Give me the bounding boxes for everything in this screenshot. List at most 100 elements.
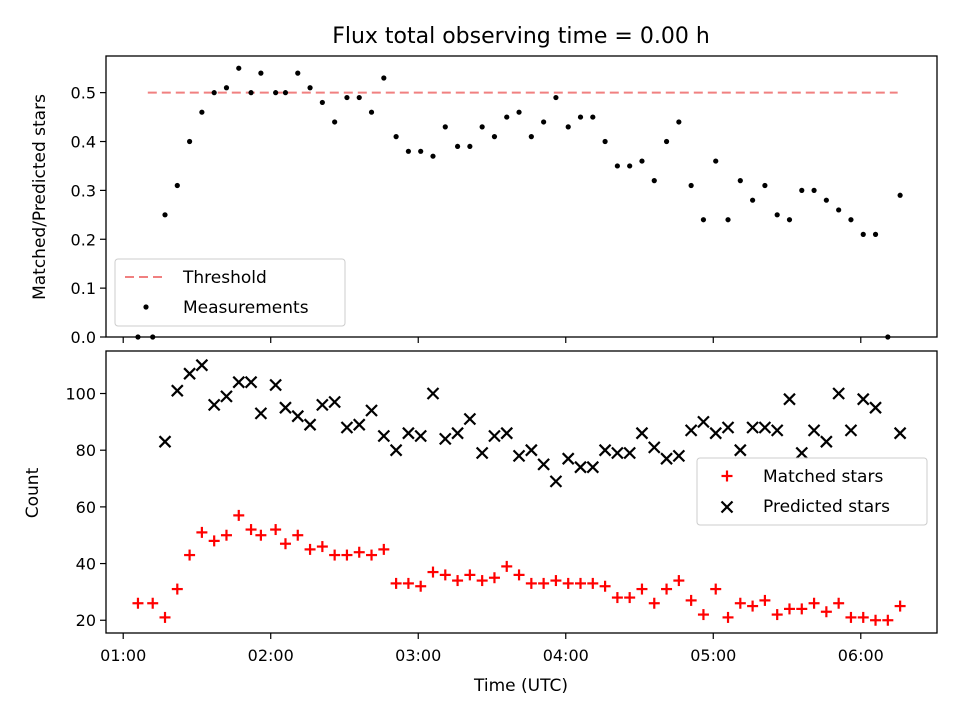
measurement-point [186, 138, 193, 145]
matched-star-marker [820, 606, 832, 618]
matched-star-marker [575, 577, 587, 589]
x-tick-label: 02:00 [248, 646, 294, 665]
top-chart-title: Flux total observing time = 0.00 h [332, 24, 710, 49]
predicted-star-marker [635, 426, 649, 440]
matched-star-marker [378, 543, 390, 555]
predicted-star-marker [171, 384, 184, 397]
predicted-star-marker [623, 446, 636, 460]
cross-b [377, 429, 391, 443]
matched-star-marker [196, 526, 208, 538]
x-tick-label: 05:00 [690, 646, 736, 665]
matched-star-marker [599, 580, 611, 592]
predicted-star-marker [328, 395, 341, 409]
legend-threshold-label: Threshold [182, 268, 267, 288]
cross-b [561, 452, 575, 465]
cross-b [512, 449, 526, 463]
cross-b [856, 392, 870, 406]
measurement-point [541, 119, 547, 125]
x-axis-label: Time (UTC) [473, 676, 568, 696]
measurement-point [651, 178, 657, 184]
cross-b [183, 367, 196, 380]
predicted-star-marker [158, 435, 172, 448]
bottom-y-ticks: 20 40 60 80 100 [65, 385, 106, 630]
predicted-star-marker [660, 452, 673, 465]
measurement-point [162, 212, 168, 218]
matched-star-marker [147, 597, 159, 609]
predicted-star-marker [684, 424, 698, 437]
matched-star-marker [747, 600, 759, 612]
predicted-star-marker [512, 449, 526, 463]
cross-b [269, 378, 282, 392]
predicted-star-marker [195, 358, 209, 372]
matched-star-marker [722, 611, 734, 623]
x-tick-label: 03:00 [395, 646, 441, 665]
cross-b [365, 404, 378, 417]
measurement-point [663, 138, 670, 145]
predicted-star-marker [291, 409, 305, 423]
matched-star-marker [808, 597, 820, 609]
predicted-star-marker [316, 398, 329, 412]
predicted-star-marker [537, 458, 550, 471]
top-y-tick-label: 0.5 [71, 84, 96, 103]
predicted-star-marker [244, 375, 258, 389]
top-panel: Flux total observing time = 0.00 h Match… [30, 24, 938, 347]
matched-star-marker [673, 575, 685, 587]
matched-star-marker [270, 524, 282, 536]
top-y-tick-label: 0.3 [71, 181, 96, 200]
measurement-point [860, 231, 866, 237]
matched-star-marker [857, 611, 869, 623]
legend-matched-marker [721, 470, 733, 482]
predicted-star-marker [426, 387, 440, 400]
predicted-star-marker [697, 415, 710, 429]
matched-star-marker [488, 572, 500, 584]
predicted-star-marker [869, 401, 882, 414]
measurement-point [479, 124, 485, 130]
predicted-star-marker [451, 426, 464, 440]
predicted-star-marker [232, 375, 246, 389]
predicted-star-marker [303, 418, 317, 431]
matched-star-marker [132, 597, 144, 609]
measurement-point [774, 212, 780, 218]
cross-b [207, 398, 221, 412]
predicted-star-marker [525, 443, 538, 457]
measurement-point [627, 163, 633, 169]
predicted-star-marker [220, 390, 233, 403]
matched-star-marker [636, 583, 648, 595]
measurement-point [405, 148, 412, 154]
cross-b [195, 358, 209, 372]
measurement-point [368, 109, 375, 115]
bottom-legend: Matched stars Predicted stars [696, 457, 928, 526]
predicted-star-marker [377, 429, 391, 443]
bottom-legend-box [696, 457, 928, 526]
matched-star-marker [452, 575, 464, 587]
matched-star-marker [783, 603, 795, 615]
cross-b [232, 375, 246, 389]
top-y-tick-label: 0.4 [71, 133, 96, 152]
matched-star-marker [611, 592, 623, 604]
cross-b [770, 424, 784, 437]
cross-b [734, 443, 747, 457]
cross-b [820, 435, 833, 448]
predicted-star-marker [746, 421, 759, 434]
predicted-star-marker [488, 429, 501, 443]
x-tick-label: 01:00 [100, 646, 146, 665]
cross-b [402, 426, 415, 440]
predicted-star-marker [598, 443, 612, 457]
matched-star-marker [220, 529, 232, 541]
measurement-point [454, 143, 461, 150]
matched-star-marker [894, 600, 906, 612]
top-axes-frame [105, 55, 938, 338]
matched-star-marker [366, 549, 378, 561]
matched-star-marker [697, 609, 709, 621]
matched-star-marker [439, 569, 451, 581]
predicted-star-marker [561, 452, 575, 465]
matched-star-marker [184, 549, 196, 561]
predicted-star-marker [734, 443, 747, 457]
measurement-point [750, 197, 756, 203]
matched-star-marker [208, 535, 220, 547]
cross-b [611, 446, 624, 460]
cross-b [525, 443, 538, 457]
predicted-star-marker [672, 449, 686, 463]
